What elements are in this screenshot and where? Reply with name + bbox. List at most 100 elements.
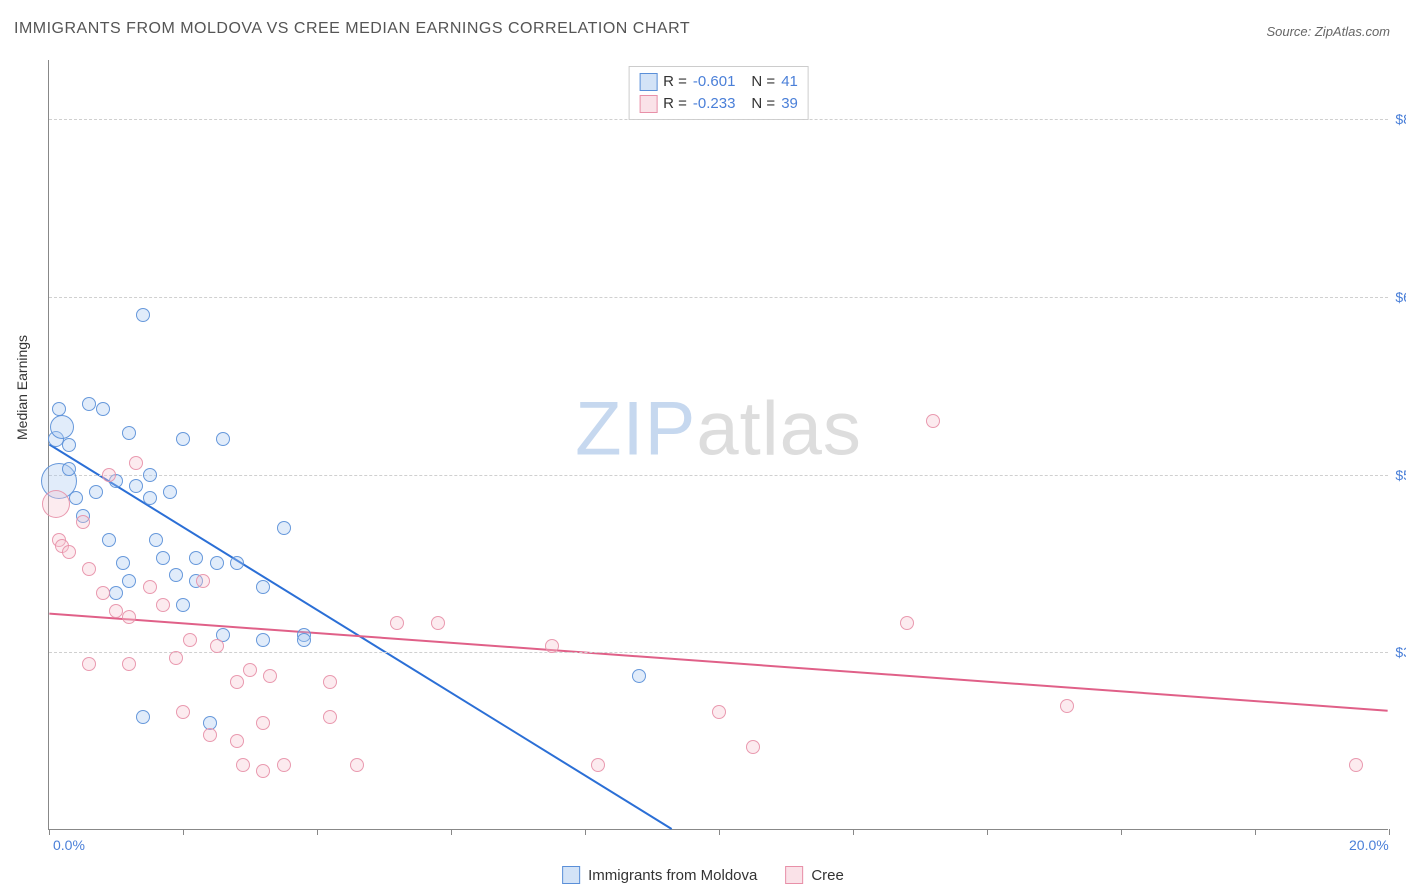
x-tick-mark (451, 829, 452, 835)
scatter-point (82, 657, 96, 671)
scatter-point (203, 728, 217, 742)
legend-item: Immigrants from Moldova (562, 866, 757, 884)
scatter-point (390, 616, 404, 630)
scatter-point (42, 490, 70, 518)
x-tick-label: 0.0% (53, 837, 85, 853)
scatter-point (169, 651, 183, 665)
scatter-point (256, 764, 270, 778)
scatter-point (189, 551, 203, 565)
scatter-point (136, 710, 150, 724)
y-tick-label: $80,000 (1381, 111, 1406, 127)
scatter-point (230, 734, 244, 748)
x-tick-mark (987, 829, 988, 835)
legend-n-label: N = (751, 71, 775, 93)
legend-n-label: N = (751, 93, 775, 115)
scatter-point (149, 533, 163, 547)
scatter-point (102, 533, 116, 547)
legend-swatch (785, 866, 803, 884)
scatter-point (277, 521, 291, 535)
x-tick-mark (719, 829, 720, 835)
scatter-point (210, 639, 224, 653)
legend-swatch (639, 95, 657, 113)
y-tick-label: $65,000 (1381, 289, 1406, 305)
scatter-point (163, 485, 177, 499)
scatter-point (96, 586, 110, 600)
scatter-point (236, 758, 250, 772)
x-tick-label: 20.0% (1349, 837, 1389, 853)
legend-r-value: -0.601 (693, 71, 736, 93)
scatter-point (323, 675, 337, 689)
y-tick-label: $35,000 (1381, 644, 1406, 660)
scatter-point (216, 432, 230, 446)
stats-legend-row: R = -0.601N = 41 (639, 71, 798, 93)
scatter-point (256, 716, 270, 730)
scatter-point (129, 479, 143, 493)
scatter-point (143, 468, 157, 482)
scatter-point (210, 556, 224, 570)
scatter-point (122, 610, 136, 624)
scatter-point (632, 669, 646, 683)
scatter-point (176, 705, 190, 719)
stats-legend-row: R = -0.233 N = 39 (639, 93, 798, 115)
scatter-point (109, 604, 123, 618)
scatter-point (122, 574, 136, 588)
scatter-point (69, 491, 83, 505)
scatter-point (545, 639, 559, 653)
legend-r-label: R = (663, 93, 687, 115)
scatter-point (156, 551, 170, 565)
gridline (49, 297, 1388, 298)
scatter-point (431, 616, 445, 630)
legend-swatch (639, 73, 657, 91)
scatter-point (82, 397, 96, 411)
scatter-point (1349, 758, 1363, 772)
scatter-point (263, 669, 277, 683)
scatter-point (89, 485, 103, 499)
scatter-point (926, 414, 940, 428)
x-tick-mark (1389, 829, 1390, 835)
scatter-point (169, 568, 183, 582)
scatter-point (243, 663, 257, 677)
legend-r-value: -0.233 (693, 93, 736, 115)
legend-n-value: 39 (781, 93, 798, 115)
legend-item: Cree (785, 866, 844, 884)
scatter-point (591, 758, 605, 772)
y-axis-label: Median Earnings (14, 335, 30, 440)
legend-r-label: R = (663, 71, 687, 93)
scatter-point (256, 580, 270, 594)
scatter-point (230, 556, 244, 570)
scatter-point (196, 574, 210, 588)
scatter-point (176, 598, 190, 612)
scatter-point (230, 675, 244, 689)
scatter-point (76, 515, 90, 529)
scatter-point (62, 462, 76, 476)
scatter-point (122, 426, 136, 440)
legend-swatch (562, 866, 580, 884)
x-tick-mark (1255, 829, 1256, 835)
scatter-point (746, 740, 760, 754)
legend-series-name: Immigrants from Moldova (588, 867, 757, 884)
scatter-point (900, 616, 914, 630)
scatter-point (712, 705, 726, 719)
gridline (49, 652, 1388, 653)
scatter-point (122, 657, 136, 671)
scatter-point (323, 710, 337, 724)
scatter-point (129, 456, 143, 470)
scatter-point (109, 586, 123, 600)
scatter-point (350, 758, 364, 772)
legend-series-name: Cree (811, 867, 844, 884)
gridline (49, 119, 1388, 120)
scatter-point (183, 633, 197, 647)
x-tick-mark (317, 829, 318, 835)
x-tick-mark (853, 829, 854, 835)
x-tick-mark (1121, 829, 1122, 835)
chart-plot-area: ZIPatlas R = -0.601N = 41R = -0.233N = 3… (48, 60, 1388, 830)
scatter-point (116, 556, 130, 570)
scatter-point (143, 580, 157, 594)
scatter-point (62, 438, 76, 452)
x-tick-mark (585, 829, 586, 835)
scatter-point (1060, 699, 1074, 713)
scatter-point (102, 468, 116, 482)
stats-legend: R = -0.601N = 41R = -0.233N = 39 (628, 66, 809, 120)
gridline (49, 475, 1388, 476)
scatter-point (96, 402, 110, 416)
